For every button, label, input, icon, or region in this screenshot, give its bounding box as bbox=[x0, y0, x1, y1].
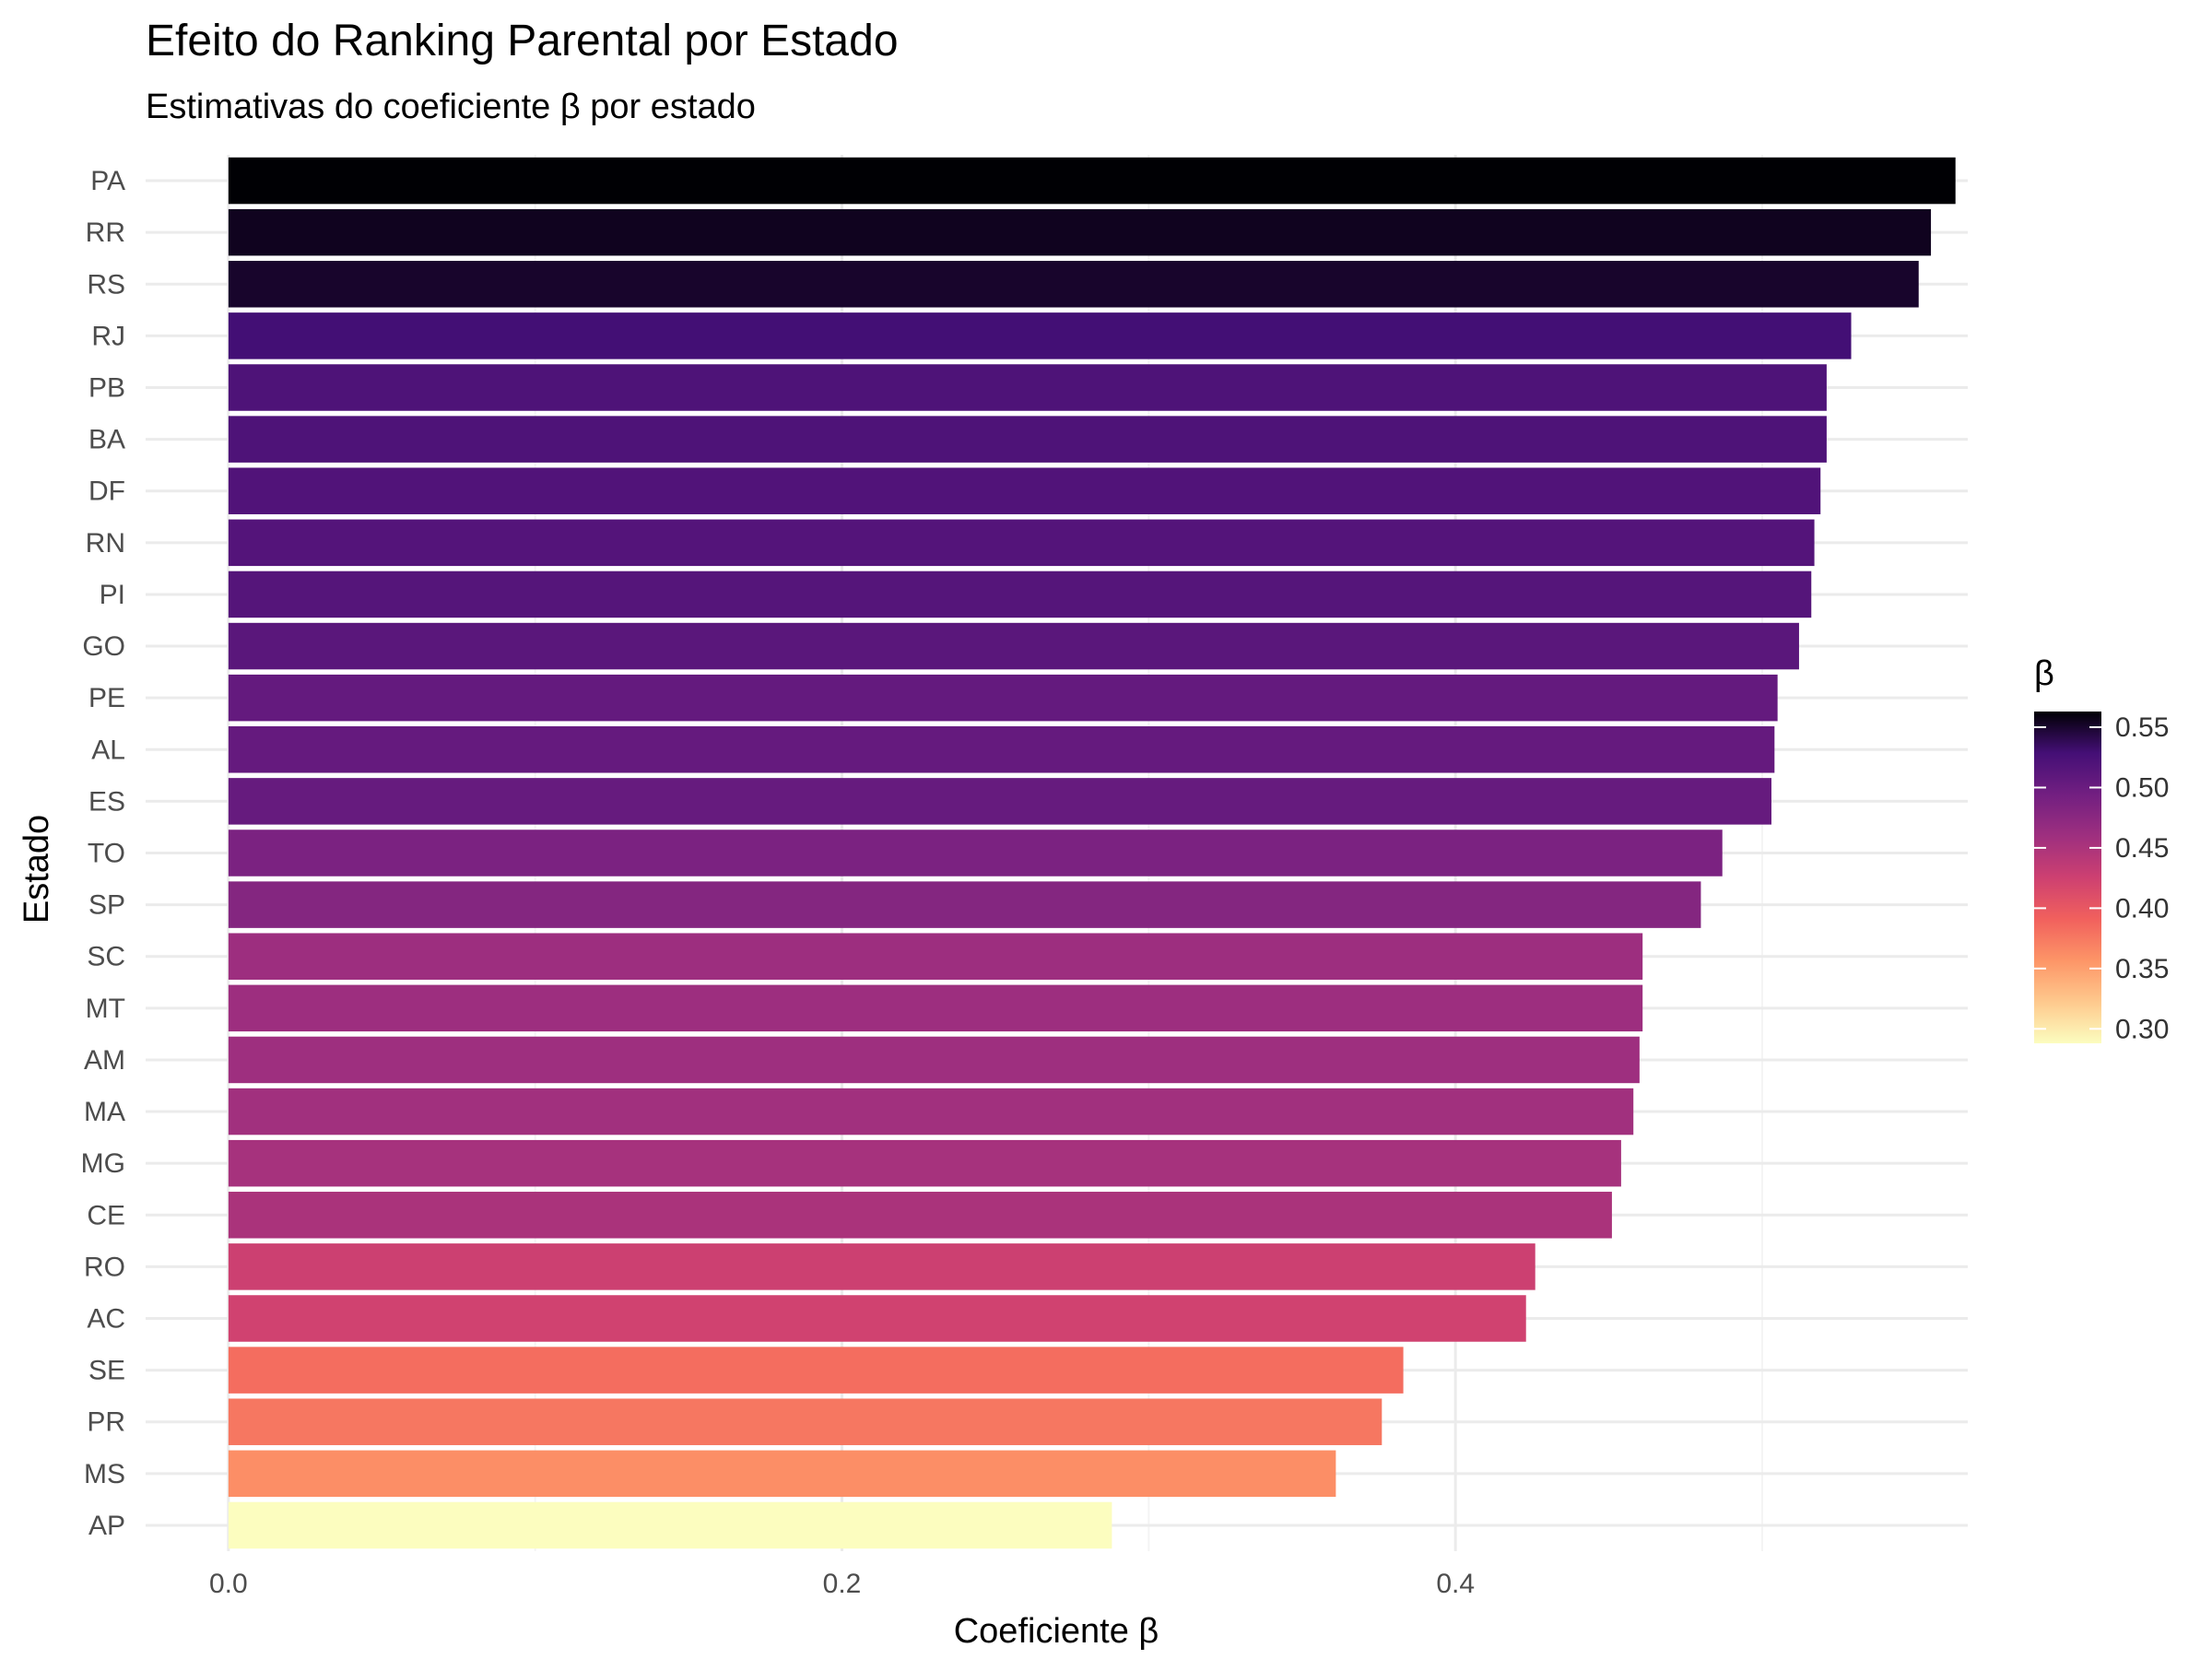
y-tick-label: DF bbox=[88, 477, 125, 507]
y-tick-label: GO bbox=[82, 631, 125, 662]
y-tick-label: PI bbox=[100, 580, 125, 610]
bar-pe bbox=[228, 674, 1778, 722]
bar-am bbox=[228, 1036, 1640, 1084]
y-tick-label: AM bbox=[84, 1045, 125, 1076]
bar-sp bbox=[228, 881, 1701, 928]
legend-tick-label: 0.55 bbox=[2115, 712, 2169, 743]
bar-rr bbox=[228, 208, 1932, 256]
bar-rj bbox=[228, 312, 1852, 359]
bar-rn bbox=[228, 519, 1815, 567]
y-tick-label: AL bbox=[91, 735, 125, 765]
y-tick-label: MA bbox=[84, 1097, 125, 1127]
legend-tick-label: 0.35 bbox=[2115, 954, 2169, 984]
bar-df bbox=[228, 467, 1821, 514]
y-tick-label: TO bbox=[88, 839, 125, 869]
y-axis-title: Estado bbox=[18, 815, 56, 924]
chart-title: Efeito do Ranking Parental por Estado bbox=[146, 17, 899, 65]
bar-mg bbox=[228, 1139, 1621, 1187]
y-tick-label: RS bbox=[87, 269, 125, 300]
legend-title: β bbox=[2034, 654, 2054, 693]
color-legend: β 0.55 0.50 0.45 0.40 0.35 0.30 bbox=[2034, 654, 2169, 1044]
y-tick-label: RN bbox=[86, 528, 125, 559]
y-tick-label: PA bbox=[90, 166, 125, 196]
y-tick-label: MG bbox=[81, 1148, 125, 1179]
y-tick-label: PB bbox=[88, 373, 125, 404]
bar-mt bbox=[228, 984, 1643, 1032]
y-tick-label: SC bbox=[87, 942, 125, 972]
legend-tick-label: 0.45 bbox=[2115, 833, 2169, 864]
x-tick-labels: 0.0 0.2 0.4 bbox=[209, 1569, 1475, 1599]
y-tick-label: RJ bbox=[91, 321, 125, 351]
y-tick-label: MT bbox=[86, 994, 125, 1024]
bar-ba bbox=[228, 416, 1827, 463]
bar-ro bbox=[228, 1243, 1535, 1290]
bar-pr bbox=[228, 1398, 1382, 1445]
bar-rs bbox=[228, 261, 1919, 308]
bar-pa bbox=[228, 157, 1956, 205]
bar-al bbox=[228, 726, 1775, 773]
y-tick-label: SE bbox=[88, 1356, 125, 1386]
bar-pi bbox=[228, 571, 1812, 618]
x-tick-label: 0.2 bbox=[823, 1569, 862, 1599]
y-tick-labels: PA RR RS RJ PB BA DF RN PI GO PE AL ES TO SP SC MT AM MA MG… bbox=[81, 166, 125, 1541]
y-tick-label: BA bbox=[88, 425, 125, 455]
y-tick-label: AP bbox=[88, 1511, 125, 1541]
bar-to bbox=[228, 830, 1723, 877]
x-axis-title: Coeficiente β bbox=[954, 1612, 1159, 1651]
y-tick-label: RR bbox=[86, 218, 125, 248]
bar-sc bbox=[228, 933, 1643, 980]
y-tick-label: ES bbox=[88, 786, 125, 817]
x-tick-label: 0.4 bbox=[1436, 1569, 1475, 1599]
bar-ms bbox=[228, 1450, 1336, 1498]
legend-tick-label: 0.50 bbox=[2115, 772, 2169, 803]
bars bbox=[228, 157, 1956, 1549]
y-tick-label: MS bbox=[84, 1459, 125, 1489]
legend-tick-label: 0.40 bbox=[2115, 893, 2169, 924]
bar-ma bbox=[228, 1088, 1634, 1135]
y-tick-label: AC bbox=[87, 1304, 125, 1335]
legend-colorbar bbox=[2034, 712, 2101, 1043]
y-tick-label: RO bbox=[84, 1252, 125, 1282]
legend-tick-label: 0.30 bbox=[2115, 1014, 2169, 1044]
y-tick-label: PE bbox=[88, 683, 125, 713]
bar-go bbox=[228, 622, 1799, 670]
y-tick-label: CE bbox=[87, 1200, 125, 1230]
bar-se bbox=[228, 1347, 1404, 1394]
bar-ap bbox=[228, 1501, 1112, 1549]
x-tick-label: 0.0 bbox=[209, 1569, 248, 1599]
bar-es bbox=[228, 778, 1771, 825]
y-tick-label: SP bbox=[88, 890, 125, 921]
bar-ac bbox=[228, 1295, 1526, 1342]
bar-ce bbox=[228, 1192, 1612, 1239]
y-tick-label: PR bbox=[87, 1407, 125, 1438]
bar-pb bbox=[228, 364, 1827, 411]
chart-subtitle: Estimativas do coeficiente β por estado bbox=[146, 88, 756, 126]
